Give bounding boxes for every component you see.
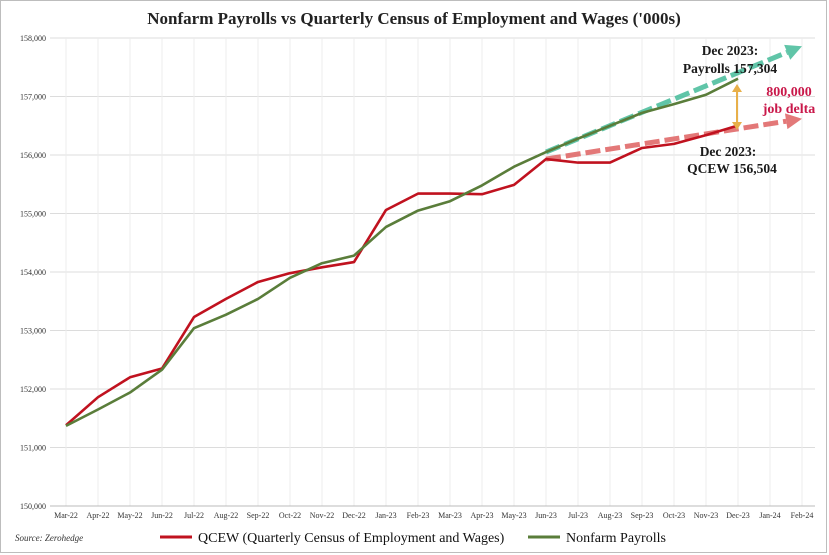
qcew-trend-arrowhead xyxy=(784,113,802,130)
x-tick-label: Dec-22 xyxy=(342,511,366,520)
delta-double-arrow xyxy=(732,84,742,130)
delta-annotation-line1: 800,000 xyxy=(766,85,812,100)
x-tick-label: Jul-23 xyxy=(568,511,588,520)
y-tick-label: 158,000 xyxy=(20,34,46,43)
x-tick-label: Sep-22 xyxy=(247,511,270,520)
x-tick-label: Mar-23 xyxy=(438,511,462,520)
x-tick-label: May-23 xyxy=(501,511,526,520)
x-tick-label: Oct-22 xyxy=(279,511,301,520)
qcew-trend-arrow xyxy=(545,118,787,162)
x-tick-label: Feb-23 xyxy=(407,511,430,520)
y-tick-label: 154,000 xyxy=(20,268,46,277)
grid xyxy=(50,37,815,507)
source-note: Source: Zerohedge xyxy=(15,533,83,543)
x-tick-label: Dec-23 xyxy=(726,511,750,520)
payrolls-annotation-line2: Payrolls 157,304 xyxy=(683,61,777,76)
x-tick-label: May-22 xyxy=(117,511,142,520)
x-tick-label: Aug-23 xyxy=(598,511,622,520)
payrolls-annotation-line1: Dec 2023: xyxy=(702,43,759,58)
y-tick-label: 150,000 xyxy=(20,502,46,511)
y-tick-label: 153,000 xyxy=(20,327,46,336)
qcew-line xyxy=(65,124,739,427)
x-tick-label: Sep-23 xyxy=(631,511,654,520)
x-tick-label: Jun-22 xyxy=(151,511,173,520)
qcew-annotation-line1: Dec 2023: xyxy=(700,144,757,159)
y-tick-label: 157,000 xyxy=(20,93,46,102)
y-tick-label: 152,000 xyxy=(20,385,46,394)
legend: QCEW (Quarterly Census of Employment and… xyxy=(160,531,666,546)
x-axis: Mar-22 Apr-22 May-22 Jun-22 Jul-22 Aug-22 Sep-… xyxy=(54,511,813,520)
x-tick-label: Oct-23 xyxy=(663,511,685,520)
x-tick-label: Nov-22 xyxy=(310,511,334,520)
x-tick-label: Jan-24 xyxy=(759,511,780,520)
legend-label-payrolls: Nonfarm Payrolls xyxy=(566,531,666,546)
x-tick-label: Feb-24 xyxy=(791,511,814,520)
x-tick-label: Aug-22 xyxy=(214,511,238,520)
legend-label-qcew: QCEW (Quarterly Census of Employment and… xyxy=(198,531,505,546)
x-tick-label: Apr-23 xyxy=(471,511,494,520)
payrolls-trend-arrowhead xyxy=(784,44,802,60)
y-tick-label: 151,000 xyxy=(20,444,46,453)
x-tick-label: Jan-23 xyxy=(375,511,396,520)
x-tick-label: Apr-22 xyxy=(87,511,110,520)
qcew-annotation-line2: QCEW 156,504 xyxy=(687,161,777,176)
y-axis: 150,000 151,000 152,000 153,000 154,000 155,0… xyxy=(20,34,46,511)
payrolls-line xyxy=(65,77,739,428)
x-tick-label: Jul-22 xyxy=(184,511,204,520)
x-tick-label: Mar-22 xyxy=(54,511,78,520)
y-tick-label: 155,000 xyxy=(20,210,46,219)
chart-title: Nonfarm Payrolls vs Quarterly Census of … xyxy=(147,9,680,28)
y-tick-label: 156,000 xyxy=(20,151,46,160)
series-lines xyxy=(65,77,739,428)
x-tick-label: Jun-23 xyxy=(535,511,557,520)
delta-annotation-line2: job delta xyxy=(762,102,816,117)
x-tick-label: Nov-23 xyxy=(694,511,718,520)
